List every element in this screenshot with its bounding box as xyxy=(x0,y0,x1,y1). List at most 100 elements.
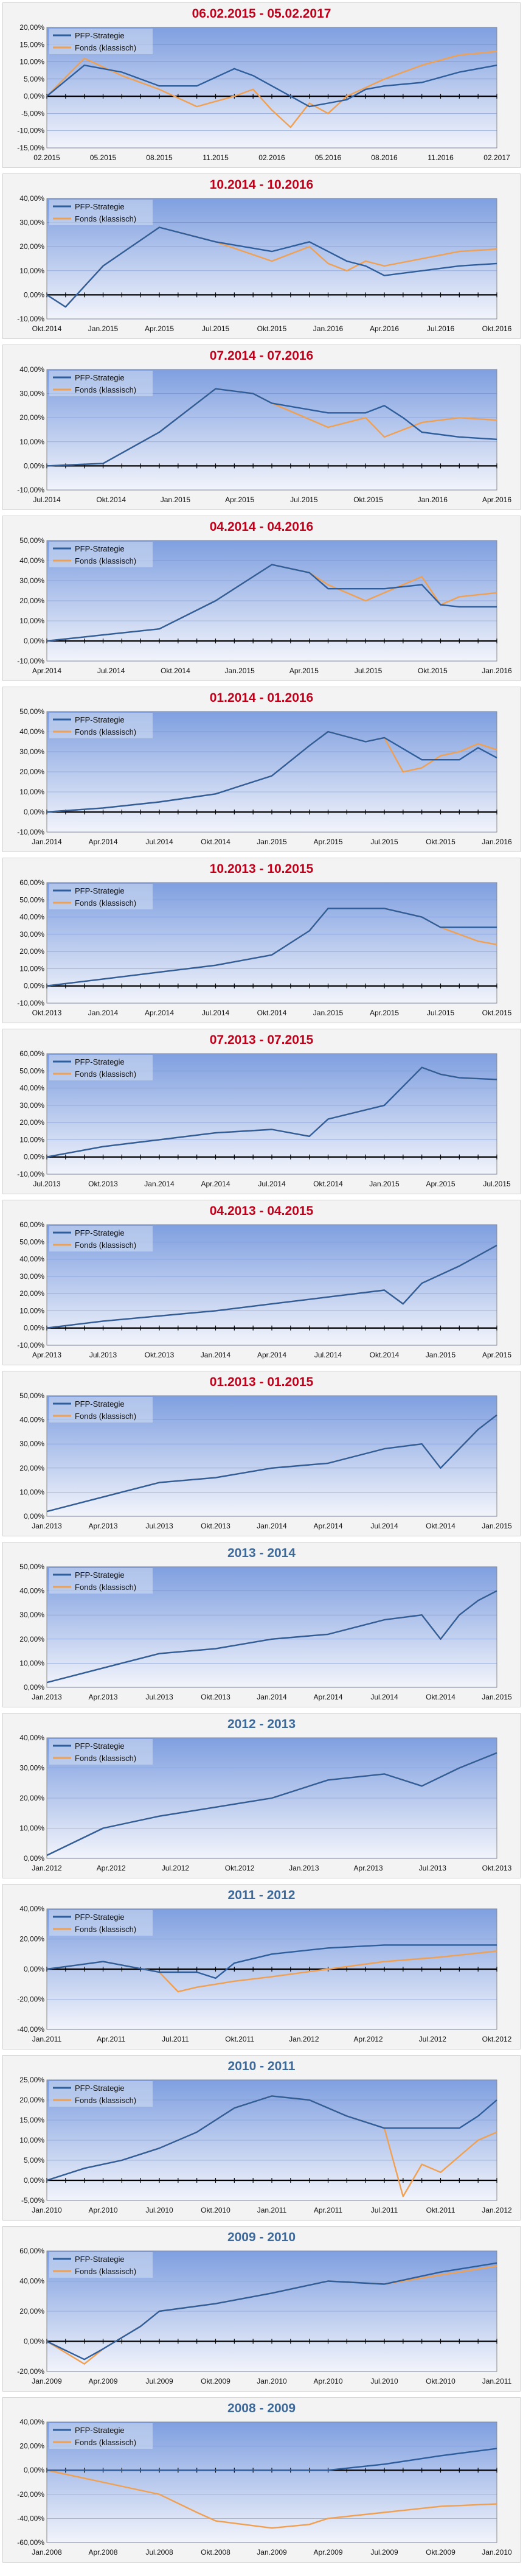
x-tick-label: Jul.2014 xyxy=(33,495,61,504)
x-tick-label: Apr.2011 xyxy=(314,2206,342,2214)
legend-label: Fonds (klassisch) xyxy=(75,1925,136,1934)
line-chart: 40,00%20,00%0,00%-20,00%-40,00%-60,00%Ja… xyxy=(17,2418,512,2557)
y-tick-label: -15,00% xyxy=(17,144,44,152)
x-tick-label: Jan.2009 xyxy=(257,2548,287,2557)
chart-title: 07.2014 - 07.2016 xyxy=(209,349,314,363)
legend: PFP-Strategie Fonds (klassisch) xyxy=(49,542,153,567)
x-tick-label: 02.2016 xyxy=(258,153,285,162)
x-tick-label: Jan.2015 xyxy=(257,838,287,846)
x-tick-label: Okt.2012 xyxy=(225,1864,255,1872)
y-tick-label: 0,00% xyxy=(24,982,44,990)
y-tick-label: 60,00% xyxy=(19,2247,44,2255)
x-tick-label: Jan.2016 xyxy=(482,667,512,675)
line-chart: 40,00% 30,00% 20,00% 10,00% 0,00%Jan.2012 Apr… xyxy=(19,1734,511,1872)
y-tick-label: 30,00% xyxy=(19,1611,44,1619)
x-tick-label: Jul.2014 xyxy=(314,1351,342,1359)
x-tick-label: Jul.2014 xyxy=(97,667,125,675)
series-line-pfp-strategie xyxy=(46,564,497,642)
x-tick-label: Jan.2012 xyxy=(482,2206,512,2214)
y-tick-label: 20,00% xyxy=(19,2096,44,2104)
x-tick-label: Okt.2014 xyxy=(96,495,126,504)
x-tick-label: Jul.2010 xyxy=(145,2206,173,2214)
legend: PFP-Strategie Fonds (klassisch) xyxy=(49,1568,153,1594)
x-tick-label: Okt.2014 xyxy=(370,1351,400,1359)
x-tick-label: Jan.2010 xyxy=(32,2206,62,2214)
y-tick-label: 50,00% xyxy=(19,895,44,904)
x-tick-label: Jul.2016 xyxy=(427,324,455,333)
x-tick-label: Okt.2011 xyxy=(225,2035,254,2043)
line-chart: 25,00% 20,00% 15,00% 10,00% 5,00% 0,00% -5,00%… xyxy=(19,2076,512,2214)
y-tick-label: 0,00% xyxy=(24,1854,44,1863)
x-tick-label: Jan.2013 xyxy=(289,1864,319,1872)
x-tick-label: Jul.2015 xyxy=(355,667,383,675)
line-chart: 50,00% 40,00% 30,00% 20,00% 10,00% 0,00% -10,0… xyxy=(17,707,512,846)
y-tick-label: 20,00% xyxy=(19,1935,44,1944)
series-line-pfp-strategie xyxy=(46,1590,497,1684)
chart-panel: 2011 - 2012 40,00% 20,00% 0,00% -20,00% -40,0… xyxy=(2,1884,521,2049)
y-tick-label: 30,00% xyxy=(19,390,44,398)
x-tick-label: Jan.2014 xyxy=(257,1693,287,1701)
y-tick-label: 10,00% xyxy=(19,617,44,625)
series-line-pfp-strategie xyxy=(46,64,497,108)
x-tick-label: Jan.2015 xyxy=(88,324,119,333)
legend-box xyxy=(49,884,153,909)
x-tick-label: Okt.2016 xyxy=(482,324,512,333)
series-line-fonds xyxy=(46,2469,497,2529)
y-tick-label: 0,00% xyxy=(24,2337,44,2346)
legend-label: Fonds (klassisch) xyxy=(75,2267,136,2276)
series-line-pfp-strategie xyxy=(46,730,497,813)
y-tick-label: 40,00% xyxy=(19,1587,44,1595)
y-tick-label: 25,00% xyxy=(19,2076,44,2084)
x-tick-label: Jul.2010 xyxy=(370,2377,398,2385)
x-tick-label: Jul.2011 xyxy=(162,2035,189,2043)
chart-panel: 2013 - 2014 50,00% 40,00% 30,00% 20,00% 10,00… xyxy=(2,1542,521,1707)
y-tick-label: 40,00% xyxy=(19,1255,44,1264)
x-tick-label: Jul.2015 xyxy=(427,1009,455,1017)
x-tick-label: Apr.2015 xyxy=(289,667,319,675)
x-tick-label: Okt.2014 xyxy=(201,838,230,846)
x-tick-label: Jan.2015 xyxy=(426,1351,456,1359)
y-tick-label: 0,00% xyxy=(24,290,44,299)
x-tick-label: Okt.2009 xyxy=(426,2548,455,2557)
legend-label: Fonds (klassisch) xyxy=(75,898,136,908)
x-tick-label: Okt.2012 xyxy=(482,2035,512,2043)
y-tick-label: 20,00% xyxy=(19,597,44,605)
y-tick-label: 30,00% xyxy=(19,747,44,756)
y-tick-label: 50,00% xyxy=(19,536,44,545)
x-tick-label: Apr.2014 xyxy=(145,1009,174,1017)
y-tick-label: 0,00% xyxy=(24,2176,44,2185)
series-line-pfp-strategie xyxy=(46,1752,497,1857)
y-tick-label: 20,00% xyxy=(19,947,44,956)
y-tick-label: 10,00% xyxy=(19,58,44,66)
legend-box xyxy=(49,1055,153,1080)
x-tick-label: Jan.2014 xyxy=(144,1180,175,1188)
x-tick-label: Jul.2012 xyxy=(419,2035,447,2043)
legend: PFP-Strategie Fonds (klassisch) xyxy=(49,1226,153,1251)
chart-panel: 07.2014 - 07.2016 40,00% 30,00% 20,00% 10,00… xyxy=(2,345,521,510)
x-tick-label: Okt.2014 xyxy=(313,1180,343,1188)
x-tick-label: Jul.2009 xyxy=(370,2548,398,2557)
x-tick-label: Apr.2015 xyxy=(145,324,174,333)
x-tick-label: Apr.2013 xyxy=(32,1351,61,1359)
y-tick-label: -10,00% xyxy=(17,1341,44,1349)
legend-box xyxy=(49,29,153,54)
series-line-pfp-strategie xyxy=(46,2262,497,2361)
y-tick-label: -40,00% xyxy=(17,2514,44,2522)
legend-label: PFP-Strategie xyxy=(75,1228,125,1237)
chart-panel: 04.2014 - 04.2016 50,00% 40,00% 30,00% 20,00… xyxy=(2,516,521,681)
y-tick-label: 40,00% xyxy=(19,1084,44,1093)
y-tick-label: 0,00% xyxy=(24,637,44,645)
x-tick-label: Jul.2013 xyxy=(419,1864,447,1872)
y-tick-label: 20,00% xyxy=(19,1118,44,1127)
legend-box xyxy=(49,1568,153,1594)
legend-label: PFP-Strategie xyxy=(75,31,125,40)
legend-box xyxy=(49,2081,153,2107)
line-chart: 60,00% 40,00% 20,00% 0,00% -20,00%Jan.2009 Ap… xyxy=(17,2247,511,2385)
line-chart: 50,00% 40,00% 30,00% 20,00% 10,00% 0,00% -10,0… xyxy=(17,536,512,675)
x-tick-label: Jan.2016 xyxy=(418,495,448,504)
y-tick-label: 50,00% xyxy=(19,1066,44,1075)
legend-label: Fonds (klassisch) xyxy=(75,2096,136,2105)
y-tick-label: 10,00% xyxy=(19,1306,44,1315)
x-tick-label: Jan.2015 xyxy=(482,1693,512,1701)
chart-panel: 10.2013 - 10.2015 60,00% 50,00% 40,00% 30,00… xyxy=(2,858,521,1023)
